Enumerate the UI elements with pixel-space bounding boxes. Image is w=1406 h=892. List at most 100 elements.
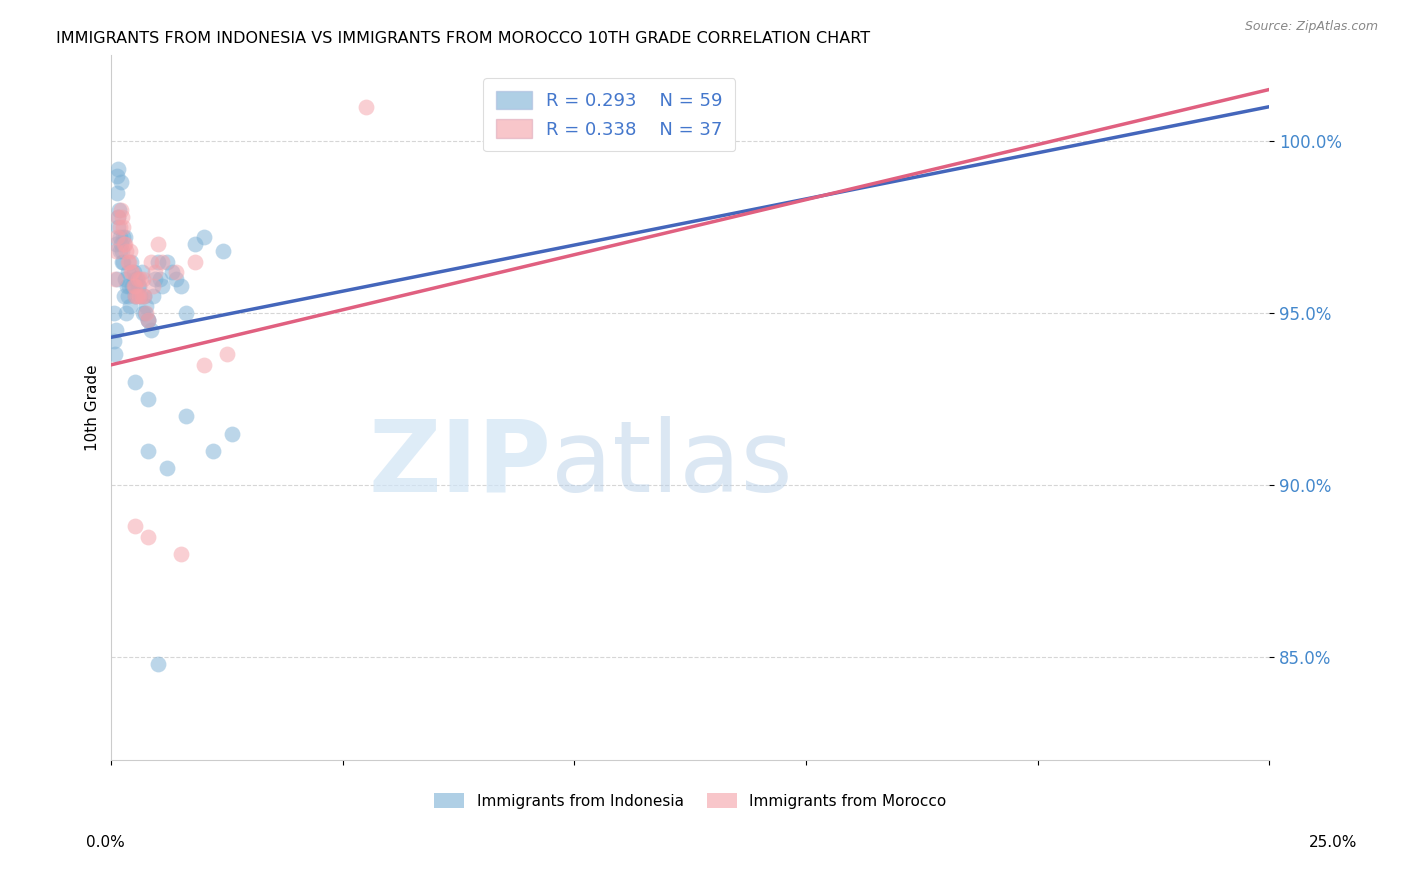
Point [146, 657, 169, 671]
Point [103, 334, 125, 348]
Point [138, 443, 160, 458]
Point [138, 313, 160, 327]
Point [217, 347, 239, 361]
Point [129, 272, 152, 286]
Point [115, 278, 138, 293]
Point [211, 244, 233, 259]
Point [108, 230, 131, 244]
Point [136, 313, 159, 327]
Point [135, 299, 157, 313]
Point [108, 244, 131, 259]
Point [174, 409, 197, 424]
Point [105, 244, 128, 259]
Point [124, 375, 146, 389]
Point [114, 237, 136, 252]
Point [184, 254, 207, 268]
Point [146, 254, 169, 268]
Point [120, 265, 142, 279]
Point [139, 323, 162, 337]
Point [124, 289, 146, 303]
Point [138, 530, 160, 544]
Point [114, 272, 136, 286]
Point [131, 265, 153, 279]
Y-axis label: 10th Grade: 10th Grade [86, 365, 100, 451]
Point [118, 244, 141, 259]
Point [110, 176, 132, 190]
Text: atlas: atlas [551, 416, 793, 513]
Point [111, 220, 134, 235]
Point [112, 289, 135, 303]
Point [104, 347, 127, 361]
Point [146, 237, 169, 252]
Point [142, 278, 165, 293]
Point [174, 306, 197, 320]
Point [132, 272, 155, 286]
Text: IMMIGRANTS FROM INDONESIA VS IMMIGRANTS FROM MOROCCO 10TH GRADE CORRELATION CHAR: IMMIGRANTS FROM INDONESIA VS IMMIGRANTS … [56, 31, 870, 46]
Point [121, 278, 143, 293]
Point [105, 272, 128, 286]
Point [129, 289, 152, 303]
Text: ZIP: ZIP [368, 416, 551, 513]
Point [145, 265, 167, 279]
Point [117, 265, 139, 279]
Point [193, 358, 215, 372]
Point [108, 202, 131, 217]
Point [115, 306, 138, 320]
Point [103, 306, 125, 320]
Point [127, 272, 149, 286]
Point [156, 254, 179, 268]
Point [170, 278, 193, 293]
Point [110, 202, 132, 217]
Point [117, 254, 139, 268]
Point [150, 278, 173, 293]
Point [145, 272, 167, 286]
Point [124, 289, 146, 303]
Point [193, 230, 215, 244]
Point [135, 306, 157, 320]
Point [165, 265, 187, 279]
Point [132, 306, 155, 320]
Point [107, 210, 129, 224]
Point [105, 323, 128, 337]
Point [122, 278, 145, 293]
Point [121, 265, 143, 279]
Point [160, 265, 183, 279]
Point [125, 272, 148, 286]
Point [354, 100, 377, 114]
Point [165, 272, 187, 286]
Text: Source: ZipAtlas.com: Source: ZipAtlas.com [1244, 20, 1378, 33]
Point [105, 230, 128, 244]
Point [125, 289, 148, 303]
Point [114, 230, 136, 244]
Point [107, 220, 129, 235]
Point [107, 169, 129, 183]
Point [170, 547, 193, 561]
Point [149, 272, 172, 286]
Point [122, 265, 145, 279]
Point [127, 278, 149, 293]
Point [131, 289, 153, 303]
Point [104, 237, 127, 252]
Point [138, 392, 160, 406]
Point [111, 254, 134, 268]
Point [142, 289, 165, 303]
Point [202, 443, 225, 458]
Point [221, 426, 243, 441]
Point [107, 161, 129, 176]
Point [138, 313, 160, 327]
Point [107, 210, 129, 224]
Point [150, 254, 173, 268]
Point [111, 244, 134, 259]
Point [134, 306, 156, 320]
Point [118, 278, 141, 293]
Point [124, 272, 146, 286]
Point [110, 237, 132, 252]
Point [117, 289, 139, 303]
Point [108, 220, 131, 235]
Point [132, 289, 155, 303]
Point [124, 278, 146, 293]
Point [156, 461, 179, 475]
Point [118, 254, 141, 268]
Point [104, 272, 127, 286]
Point [118, 299, 141, 313]
